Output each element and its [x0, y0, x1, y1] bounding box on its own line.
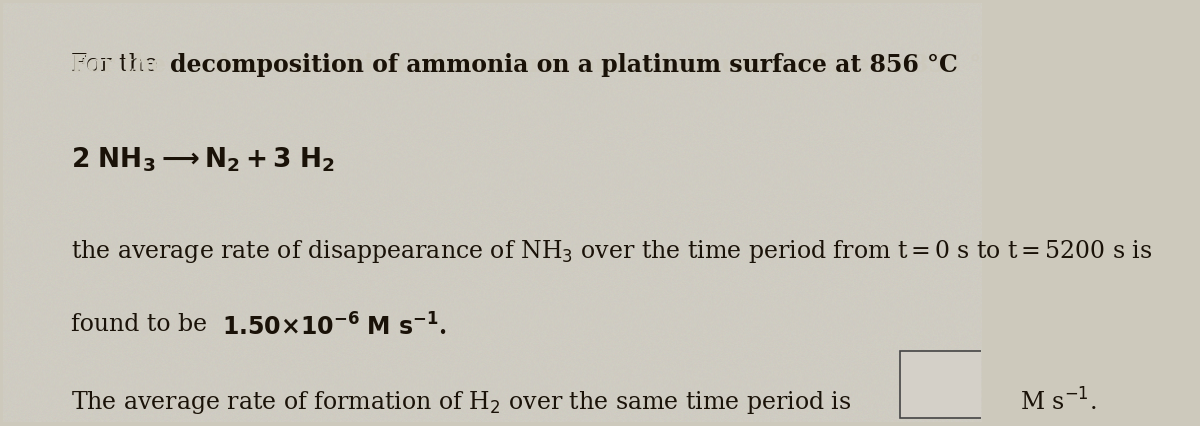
Text: $\mathbf{2\ NH_3 \longrightarrow N_2 + 3\ H_2}$: $\mathbf{2\ NH_3 \longrightarrow N_2 + 3… [71, 145, 335, 174]
Text: decomposition of ammonia on a platinum surface at 856 °C: decomposition of ammonia on a platinum s… [170, 53, 959, 77]
Text: the average rate of disappearance of NH$_3$ over the time period from t$\,$=$\,$: the average rate of disappearance of NH$… [71, 238, 1152, 265]
Text: The average rate of formation of H$_2$ over the same time period is: The average rate of formation of H$_2$ o… [71, 389, 852, 416]
Text: M s$^{-1}$.: M s$^{-1}$. [1020, 389, 1097, 416]
Text: For the         decomposition of ammonia on a platinum surface at 856 °C: For the decomposition of ammonia on a pl… [71, 53, 1001, 77]
Text: found to be: found to be [71, 313, 215, 336]
Text: For the: For the [71, 53, 166, 76]
Bar [900, 351, 1013, 418]
Text: $\mathbf{1.50{\times}10^{-6}\ M\ s^{-1}}$.: $\mathbf{1.50{\times}10^{-6}\ M\ s^{-1}}… [222, 313, 448, 340]
